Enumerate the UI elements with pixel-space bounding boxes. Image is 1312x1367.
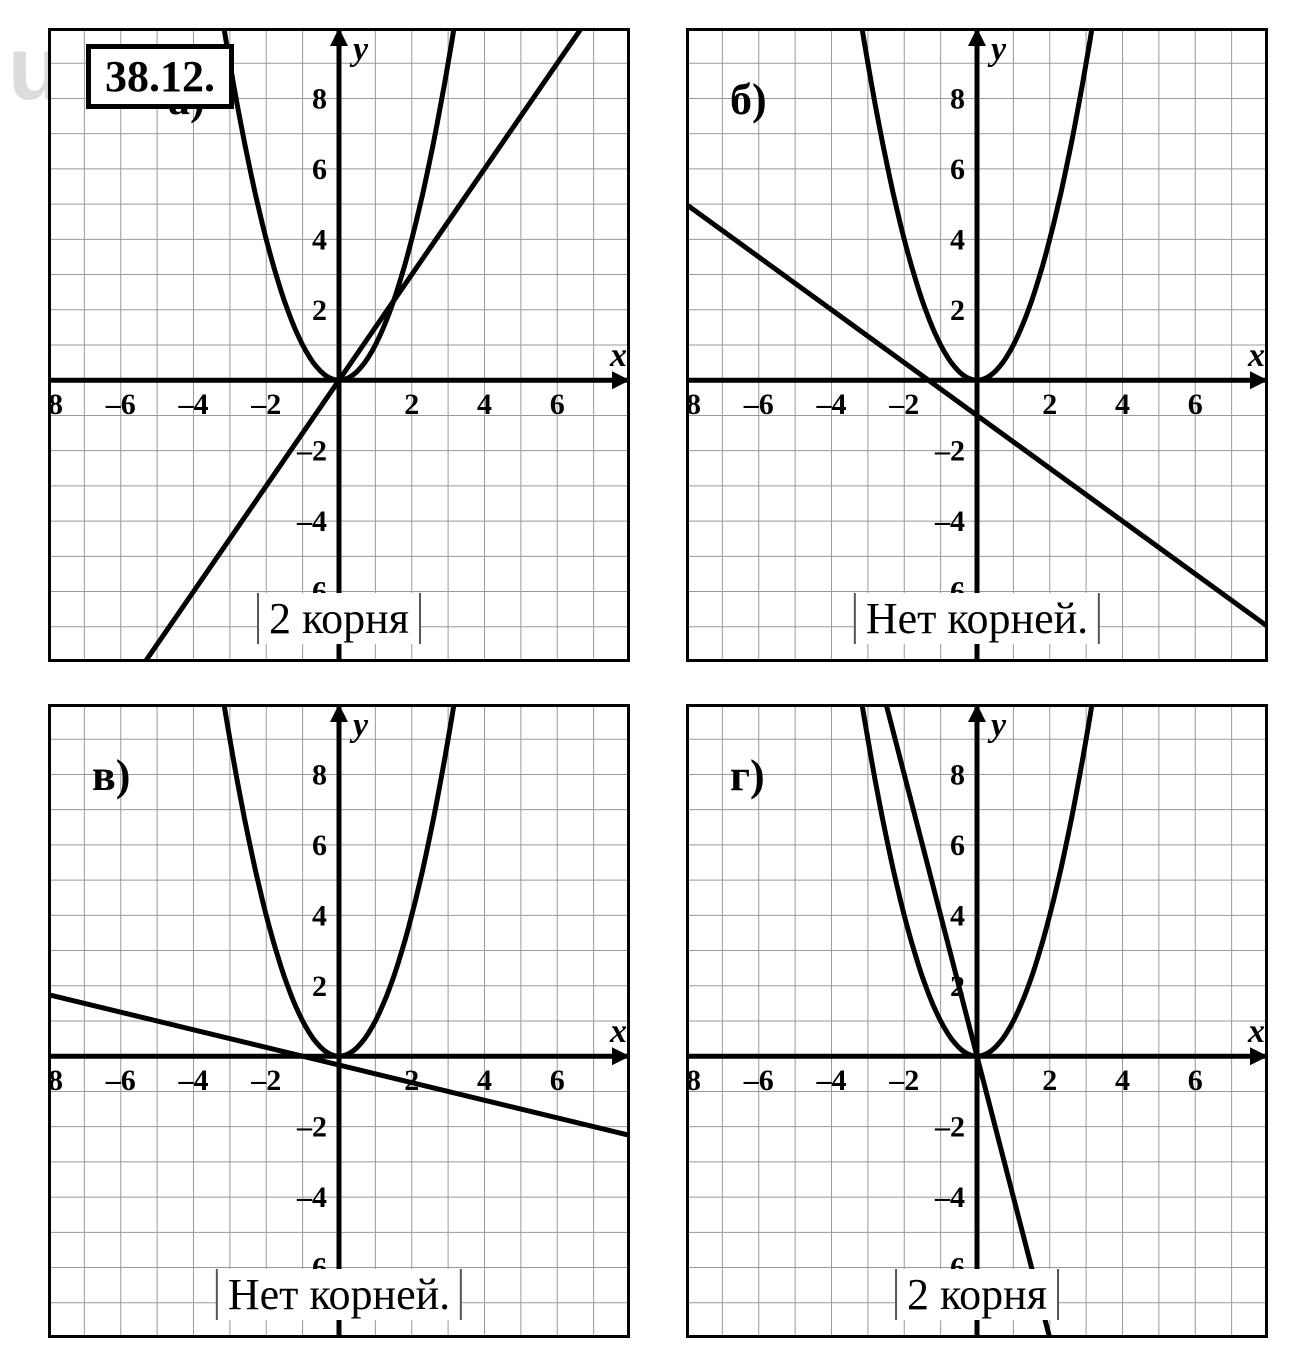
svg-text:6: 6	[550, 388, 565, 421]
svg-text:–6: –6	[743, 388, 774, 421]
svg-text:4: 4	[312, 223, 327, 256]
svg-text:4: 4	[312, 899, 327, 932]
panel-sublabel: г)	[730, 750, 765, 801]
svg-text:–6: –6	[743, 1064, 774, 1097]
svg-text:8: 8	[950, 82, 965, 115]
svg-text:–2: –2	[296, 1111, 327, 1144]
panel-sublabel: б)	[730, 74, 767, 125]
svg-text:x: x	[1247, 1013, 1265, 1050]
svg-text:–4: –4	[178, 1064, 209, 1097]
panel-sublabel: в)	[92, 750, 130, 801]
svg-text:8: 8	[312, 82, 327, 115]
svg-text:–2: –2	[250, 1064, 281, 1097]
svg-text:x: x	[609, 1013, 627, 1050]
svg-text:–4: –4	[816, 1064, 847, 1097]
svg-text:–4: –4	[178, 388, 209, 421]
svg-text:–8: –8	[686, 1064, 701, 1097]
svg-text:–2: –2	[888, 1064, 919, 1097]
page: uchim.org 38.12. xy–8–6–4–2246–6–4–22468…	[0, 0, 1312, 1367]
svg-text:6: 6	[950, 829, 965, 862]
svg-text:–4: –4	[934, 505, 965, 538]
svg-text:–8: –8	[48, 388, 63, 421]
svg-text:6: 6	[1188, 1064, 1203, 1097]
svg-text:–8: –8	[686, 388, 701, 421]
chart-panel-a: xy–8–6–4–2246–6–4–22468а)2 корня	[48, 28, 630, 662]
chart-panel-g: xy–8–6–4–2246–6–4–22468г)2 корня	[686, 704, 1268, 1338]
svg-text:–2: –2	[888, 388, 919, 421]
chart-svg: xy–8–6–4–2246–6–4–22468	[48, 28, 630, 662]
svg-text:2: 2	[1042, 1064, 1057, 1097]
chart-grid: xy–8–6–4–2246–6–4–22468а)2 корня xy–8–6–…	[48, 28, 1268, 1338]
svg-text:6: 6	[312, 153, 327, 186]
svg-text:2: 2	[404, 388, 419, 421]
svg-text:–4: –4	[296, 1181, 327, 1214]
svg-text:8: 8	[312, 758, 327, 791]
svg-text:4: 4	[477, 1064, 492, 1097]
panel-caption: 2 корня	[257, 593, 421, 644]
svg-text:–6: –6	[105, 1064, 136, 1097]
chart-panel-v: xy–8–6–4–2246–6–4–22468в)Нет корней.	[48, 704, 630, 1338]
svg-text:4: 4	[1115, 1064, 1130, 1097]
svg-text:6: 6	[312, 829, 327, 862]
svg-text:–6: –6	[105, 388, 136, 421]
panel-caption: Нет корней.	[854, 593, 1100, 644]
chart-svg: xy–8–6–4–2246–6–4–22468	[686, 28, 1268, 662]
panel-caption: 2 корня	[895, 1269, 1059, 1320]
svg-text:–8: –8	[48, 1064, 63, 1097]
svg-text:8: 8	[950, 758, 965, 791]
chart-panel-b: xy–8–6–4–2246–6–4–22468б)Нет корней.	[686, 28, 1268, 662]
svg-text:4: 4	[950, 223, 965, 256]
svg-text:4: 4	[950, 899, 965, 932]
svg-text:x: x	[609, 337, 627, 374]
svg-text:–2: –2	[250, 388, 281, 421]
problem-number-box: 38.12.	[86, 44, 234, 109]
svg-text:4: 4	[1115, 388, 1130, 421]
svg-text:–4: –4	[816, 388, 847, 421]
svg-text:–2: –2	[934, 435, 965, 468]
chart-svg: xy–8–6–4–2246–6–4–22468	[48, 704, 630, 1338]
svg-text:–4: –4	[934, 1181, 965, 1214]
svg-text:6: 6	[550, 1064, 565, 1097]
svg-text:2: 2	[312, 970, 327, 1003]
svg-text:6: 6	[950, 153, 965, 186]
svg-text:4: 4	[477, 388, 492, 421]
svg-text:2: 2	[950, 294, 965, 327]
svg-text:–4: –4	[296, 505, 327, 538]
svg-text:2: 2	[312, 294, 327, 327]
svg-text:6: 6	[1188, 388, 1203, 421]
svg-text:–2: –2	[934, 1111, 965, 1144]
svg-text:2: 2	[1042, 388, 1057, 421]
svg-text:x: x	[1247, 337, 1265, 374]
chart-svg: xy–8–6–4–2246–6–4–22468	[686, 704, 1268, 1338]
panel-caption: Нет корней.	[216, 1269, 462, 1320]
